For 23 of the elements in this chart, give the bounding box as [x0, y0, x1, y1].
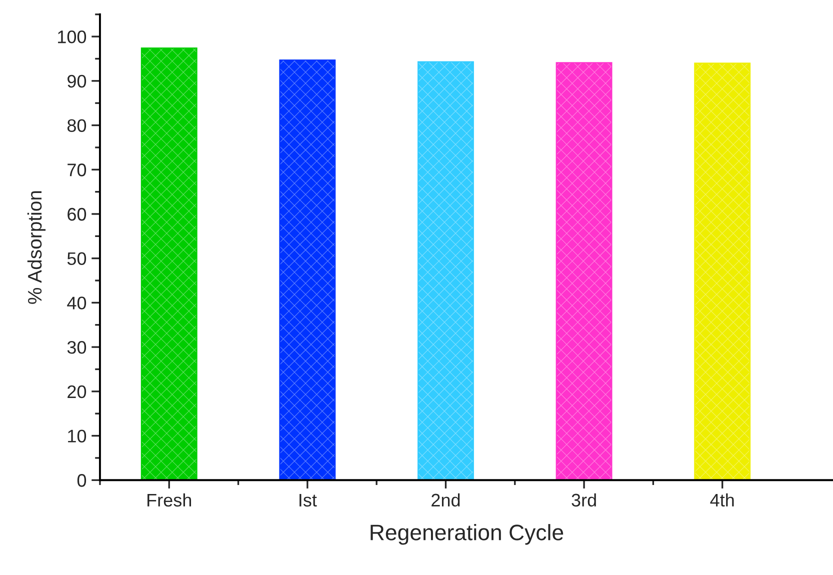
y-tick-label: 20	[68, 385, 86, 398]
y-tick-label: 40	[67, 296, 86, 310]
y-tick-label: 70	[68, 164, 86, 176]
bar	[556, 62, 612, 480]
y-tick-label: 60	[68, 208, 86, 221]
x-tick-label: Fresh	[148, 493, 192, 507]
x-tick-label: 4th	[710, 493, 734, 507]
x-axis-title: Regeneration Cycle	[370, 524, 564, 545]
y-tick-label: 30	[67, 340, 86, 354]
x-tick-label: 2nd	[432, 493, 460, 507]
y-tick-label: 50	[67, 252, 86, 266]
bar	[694, 62, 751, 480]
x-tick-label: 3rd	[572, 493, 596, 507]
x-tick-label: Ist	[300, 494, 317, 507]
bar	[418, 61, 474, 480]
bar	[279, 60, 336, 480]
y-tick-label: 90	[68, 74, 86, 88]
y-tick-label: 80	[67, 119, 86, 132]
y-axis-title: % Adsorption	[27, 191, 46, 304]
y-tick-label: 0	[77, 474, 86, 487]
y-tick-label: 10	[68, 430, 86, 442]
bar	[140, 48, 198, 480]
y-tick-label: 100	[58, 30, 86, 44]
